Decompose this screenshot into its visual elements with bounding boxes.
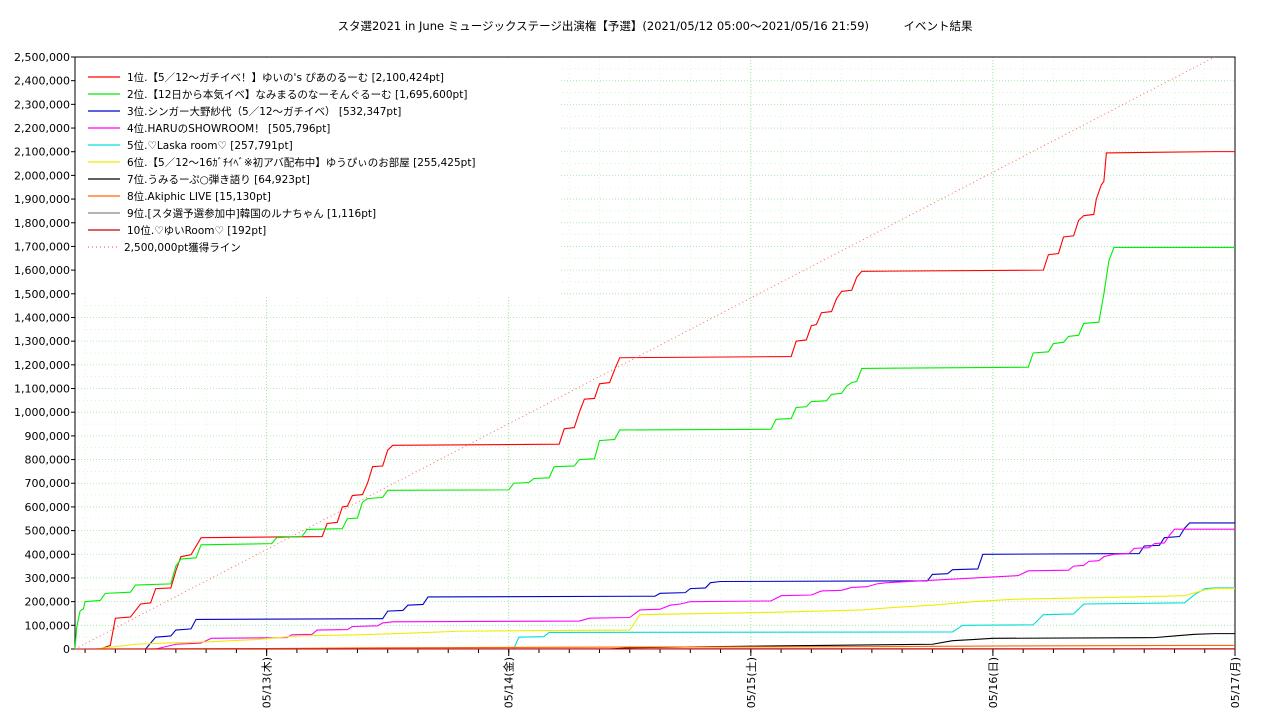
y-tick-label: 400,000 (25, 548, 71, 561)
y-tick-label: 300,000 (25, 572, 71, 585)
y-tick-label: 2,500,000 (14, 51, 70, 64)
y-tick-label: 2,300,000 (14, 98, 70, 111)
series-line-1 (100, 151, 1235, 650)
x-tick-label: 05/16(日) (987, 657, 1000, 708)
y-tick-label: 700,000 (25, 477, 71, 490)
chart-title: スタ選2021 in June ミュージックステージ出演権【予選】(2021/0… (337, 19, 973, 33)
legend-label: 10位.♡ゆいRoom♡ [192pt] (127, 224, 266, 237)
y-tick-label: 1,000,000 (14, 406, 70, 419)
legend-label: 4位.HARUのSHOWROOM！ [505,796pt] (127, 122, 330, 135)
legend-label: 2位.【12日から本気イベ】なみまるのなーそんぐるーむ [1,695,600pt… (127, 88, 467, 101)
legend-label: 2,500,000pt獲得ライン (124, 241, 241, 254)
x-tick-label: 05/14(金) (502, 657, 516, 708)
y-tick-label: 100,000 (25, 619, 71, 632)
legend-label: 1位.【5／12～ガチイベ！】ゆいの's ぴあのるーむ [2,100,424pt… (127, 71, 444, 84)
legend-label: 8位.Akiphic LIVE [15,130pt] (127, 190, 271, 203)
legend-label: 3位.シンガー大野紗代（5／12～ガチイベ） [532,347pt] (127, 105, 401, 118)
legend: 1位.【5／12～ガチイベ！】ゆいの's ぴあのるーむ [2,100,424pt… (77, 59, 561, 297)
y-tick-label: 500,000 (25, 525, 71, 538)
y-tick-label: 0 (63, 643, 70, 656)
y-tick-label: 1,100,000 (14, 383, 70, 396)
series-layer (74, 56, 1235, 650)
y-tick-label: 2,000,000 (14, 169, 70, 182)
y-tick-label: 1,300,000 (14, 335, 70, 348)
x-tick-label: 05/17(月) (1229, 657, 1242, 708)
y-tick-label: 1,900,000 (14, 193, 70, 206)
y-tick-label: 800,000 (25, 454, 71, 467)
series-line-3 (145, 522, 1235, 650)
legend-label: 6位.【5／12～16ｶﾞﾁｲﾍﾞ※初アバ配布中】ゆうぴぃのお部屋 [255,4… (127, 156, 476, 169)
series-line-4 (155, 528, 1235, 650)
grid-layer (75, 56, 1236, 650)
x-tick-label: 05/13(木) (261, 657, 274, 708)
series-line-6 (95, 587, 1235, 650)
y-tick-label: 1,800,000 (14, 217, 70, 230)
legend-label: 7位.うみるーぷ○弾き語り [64,923pt] (127, 173, 310, 186)
y-tick-label: 1,600,000 (14, 264, 70, 277)
y-tick-label: 2,200,000 (14, 122, 70, 135)
y-tick-label: 600,000 (25, 501, 71, 514)
y-tick-label: 1,200,000 (14, 359, 70, 372)
legend-label: 9位.[スタ選予選参加中]韓国のルナちゃん [1,116pt] (127, 207, 376, 220)
legend-box (77, 59, 561, 297)
y-tick-label: 1,400,000 (14, 311, 70, 324)
y-tick-label: 1,500,000 (14, 288, 70, 301)
legend-label: 5位.♡Laska room♡ [257,791pt] (127, 139, 293, 152)
y-tick-label: 1,700,000 (14, 240, 70, 253)
y-tick-label: 2,400,000 (14, 75, 70, 88)
y-tick-label: 2,100,000 (14, 146, 70, 159)
x-tick-label: 05/15(土) (745, 657, 758, 708)
y-tick-label: 900,000 (25, 430, 71, 443)
series-line-2 (74, 246, 1235, 650)
y-tick-label: 200,000 (25, 596, 71, 609)
